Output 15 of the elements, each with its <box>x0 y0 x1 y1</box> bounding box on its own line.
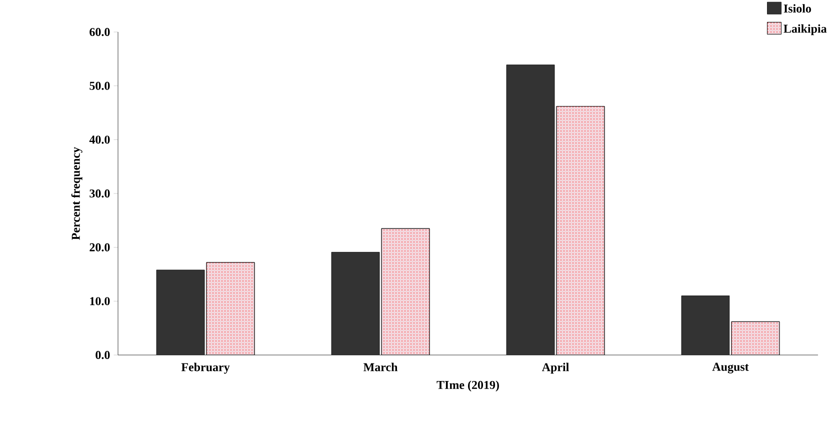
legend-label: Laikipia <box>784 24 827 36</box>
y-tick-label: 20.0 <box>90 243 110 252</box>
x-tick-label: February <box>181 362 230 374</box>
y-axis-title: Percent frequency <box>71 147 82 240</box>
x-tick-label: April <box>542 362 569 374</box>
y-tick-label: 40.0 <box>89 136 110 144</box>
y-tick-label: 10.0 <box>90 297 110 306</box>
y-tick-label: 50.0 <box>90 82 110 90</box>
y-tick-label: 30.0 <box>90 189 110 198</box>
y-tick-label: 0.0 <box>96 350 110 360</box>
x-tick-label: March <box>363 362 398 372</box>
x-tick-label: August <box>712 362 749 374</box>
y-tick-label: 60.0 <box>90 28 110 36</box>
legend-label: Isiolo <box>784 4 811 13</box>
x-axis-title: TIme (2019) <box>436 380 499 392</box>
